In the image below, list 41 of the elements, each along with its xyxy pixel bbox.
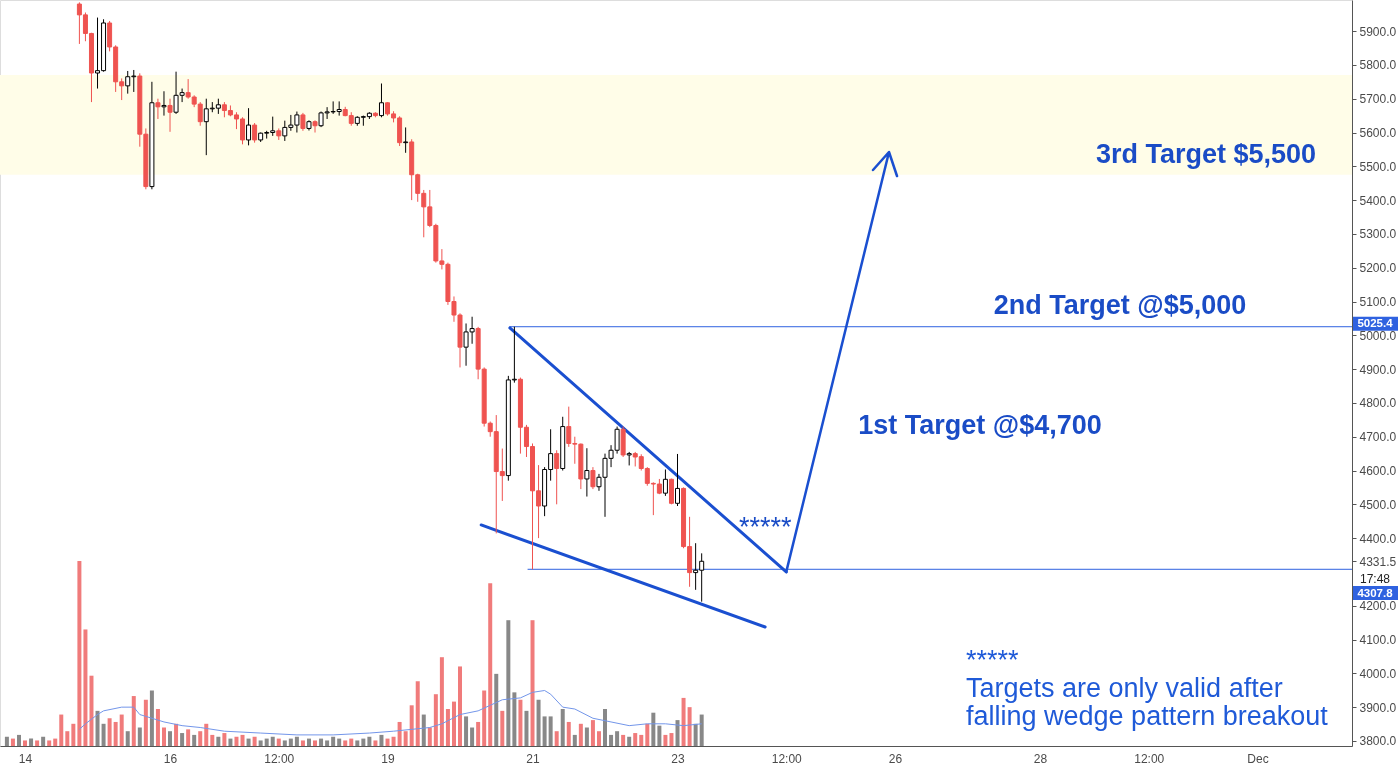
y-tick-label: 5800.0 (1359, 58, 1397, 73)
y-tick-label: 4000.0 (1359, 666, 1397, 681)
x-tick-label: 14 (18, 751, 33, 766)
y-tick-label: 5400.0 (1359, 193, 1397, 208)
x-tick-label: 12:00 (264, 751, 295, 766)
y-tick-label: 5700.0 (1359, 92, 1397, 107)
x-tick-label: 12:00 (771, 751, 803, 766)
y-tick-label: 4200.0 (1359, 599, 1397, 614)
annotation: 1st Target @$4,700 (858, 410, 1102, 440)
x-tick-label: 21 (526, 751, 541, 766)
y-tick-label: 4600.0 (1359, 464, 1397, 479)
x-tick-label: 16 (163, 751, 178, 766)
text: 17:48 (1359, 572, 1391, 586)
y-tick-label: 5300.0 (1359, 227, 1397, 242)
annotation: ***** Targets are only valid after falling wedge pattern breakout (966, 645, 1329, 731)
x-tick-label: 12:00 (1134, 751, 1165, 766)
x-tick-label: 19 (381, 751, 396, 766)
y-tick-label: 5600.0 (1359, 126, 1397, 140)
y-tick-label: 5500.0 (1359, 159, 1397, 174)
y-tick-label: 5900.0 (1359, 24, 1397, 39)
y-tick-label: 3900.0 (1359, 700, 1397, 715)
series-label: 5025.4 (1357, 317, 1394, 330)
y-tick-label: 4400.0 (1359, 531, 1397, 546)
y-tick-label: 5200.0 (1359, 261, 1397, 276)
y-tick-label: 4100.0 (1359, 633, 1397, 648)
x-tick-label: 26 (888, 751, 903, 766)
y-tick-label: 5100.0 (1359, 295, 1397, 310)
y-tick-label: 3800.0 (1359, 734, 1397, 749)
x-tick-label: 28 (1033, 751, 1048, 766)
annotation: ***** (738, 511, 793, 542)
annotation: 3rd Target $5,500 (1095, 139, 1317, 169)
y-tick-label: 4700.0 (1359, 430, 1397, 445)
y-tick-label: 4331.5 (1359, 554, 1397, 569)
y-tick-label: 4900.0 (1359, 362, 1397, 377)
x-tick-label: Dec (1247, 751, 1269, 766)
y-tick-label: 4800.0 (1359, 396, 1397, 411)
y-tick-label: 4500.0 (1359, 497, 1397, 512)
y-tick-label: 5000.0 (1359, 328, 1397, 343)
x-tick-label: 23 (671, 751, 685, 766)
annotation: 2nd Target @$5,000 (993, 290, 1247, 320)
series-label: 4307.8 (1357, 586, 1394, 599)
